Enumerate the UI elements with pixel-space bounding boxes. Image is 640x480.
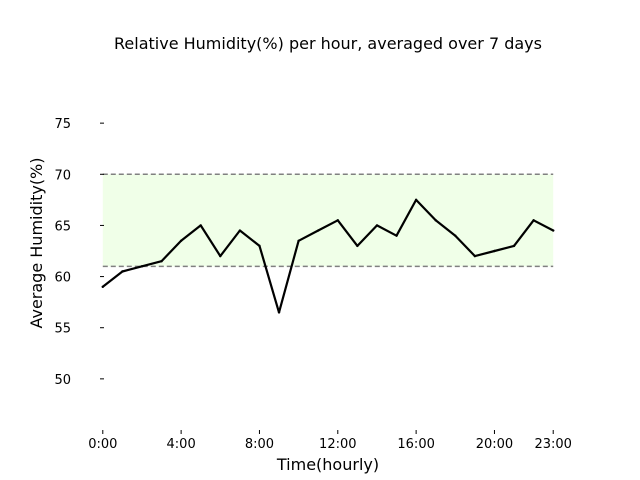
data-point: [356, 244, 359, 248]
data-point: [179, 239, 183, 242]
y-tick-label: 75: [54, 117, 71, 132]
x-tick-label: 12:00: [319, 437, 356, 452]
data-point: [454, 234, 457, 237]
data-point: [258, 244, 261, 248]
y-tick-label: 50: [54, 373, 71, 388]
humidity-series-line: [101, 198, 555, 314]
y-tick-label: 65: [54, 219, 71, 234]
y-axis-label: Average Humidity(%): [27, 157, 46, 328]
y-tick-label: 60: [54, 271, 71, 286]
data-point: [160, 260, 163, 263]
series-layer: [101, 198, 555, 314]
x-tick-label: 23:00: [534, 437, 571, 452]
data-point: [375, 224, 379, 227]
x-tick-label: 16:00: [397, 437, 434, 452]
data-point: [336, 219, 339, 222]
data-point: [532, 219, 535, 222]
x-tick-label: 4:00: [167, 437, 196, 452]
data-point: [434, 219, 437, 222]
data-point: [101, 285, 104, 288]
x-tick-label: 8:00: [245, 437, 274, 452]
x-axis-ticks: 0:00 4:00 8:00 12:00 16:00 20:00 23:00: [88, 430, 572, 452]
y-tick-label: 55: [54, 322, 71, 337]
y-axis-ticks: 50 55 60 65 70 75: [54, 117, 104, 388]
data-point: [277, 311, 281, 314]
data-point: [493, 249, 496, 253]
data-point: [512, 244, 516, 248]
data-point: [414, 198, 418, 202]
data-point: [395, 234, 398, 237]
y-tick-label: 70: [54, 168, 71, 183]
data-point: [552, 229, 555, 232]
data-point: [199, 224, 202, 227]
data-point: [317, 229, 320, 232]
data-point: [140, 265, 144, 268]
chart-title: Relative Humidity(%) per hour, averaged …: [114, 34, 542, 53]
data-point: [297, 239, 300, 242]
data-point: [219, 254, 222, 258]
x-tick-label: 20:00: [476, 437, 513, 452]
x-axis-label: Time(hourly): [276, 455, 379, 474]
data-point: [473, 254, 477, 258]
x-tick-label: 0:00: [88, 437, 117, 452]
data-point: [121, 270, 124, 273]
comfort-band: [102, 173, 554, 268]
data-point: [238, 229, 242, 232]
band-fill: [102, 174, 554, 267]
